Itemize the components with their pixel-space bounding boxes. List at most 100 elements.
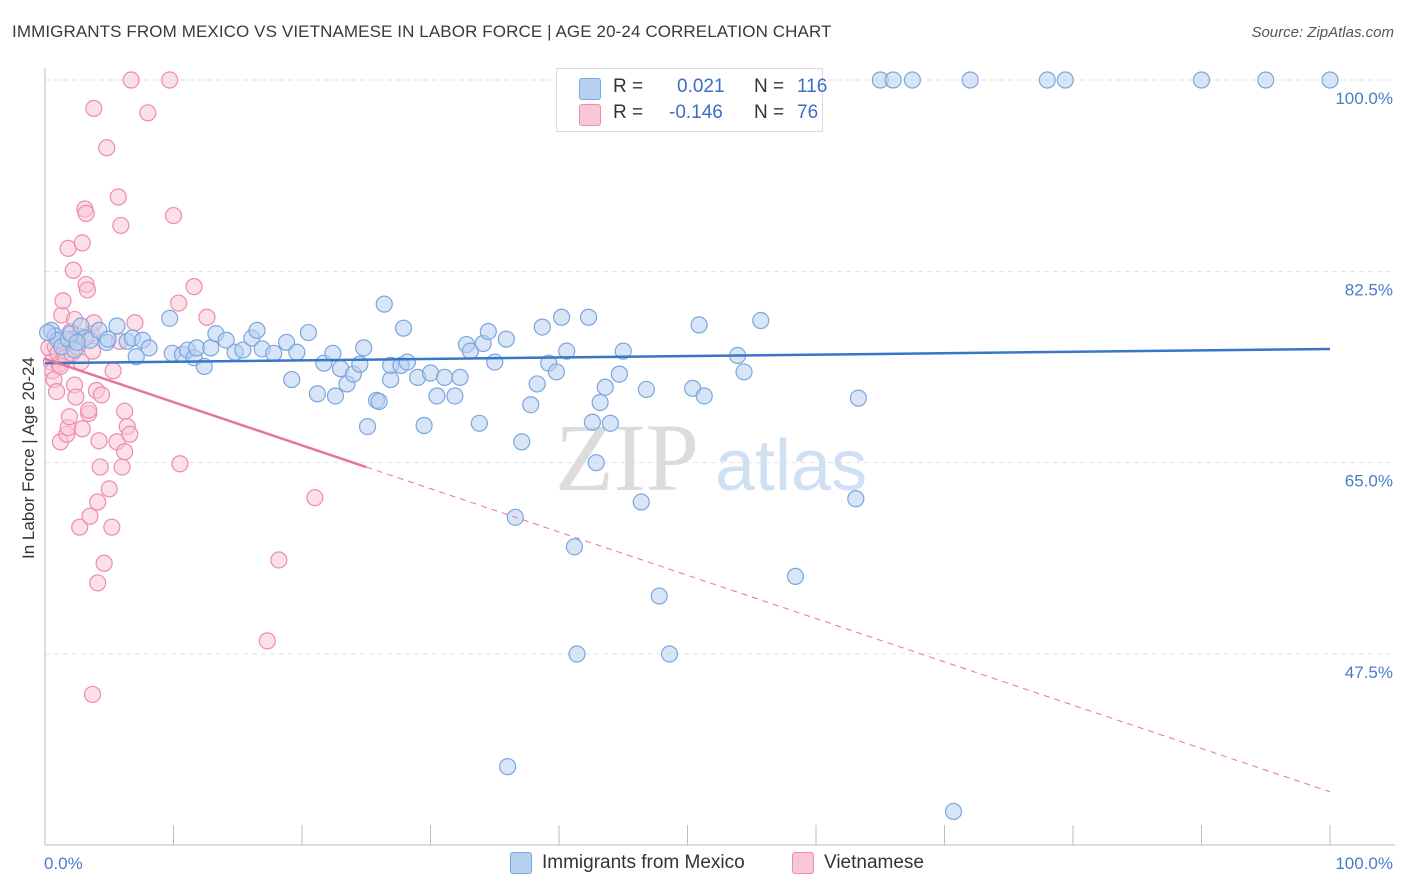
point-mexico — [234, 341, 252, 359]
point-mexico — [68, 333, 86, 351]
point-mexico — [324, 344, 342, 362]
legend-r-label: R = — [613, 102, 644, 123]
legend-r-value: -0.146 — [669, 102, 723, 123]
point-mexico — [528, 375, 546, 393]
point-vietnamese — [164, 206, 183, 225]
point-vietnamese — [54, 292, 72, 310]
point-mexico — [451, 368, 469, 386]
point-mexico — [522, 396, 540, 414]
point-vietnamese — [78, 281, 97, 299]
point-mexico — [849, 389, 868, 407]
point-mexico — [583, 413, 602, 431]
point-mexico — [587, 454, 605, 472]
point-mexico — [637, 380, 655, 399]
point-vietnamese — [270, 551, 288, 569]
y-tick-label: 100.0% — [1335, 89, 1393, 108]
chart-title: IMMIGRANTS FROM MEXICO VS VIETNAMESE IN … — [12, 22, 832, 41]
point-mexico — [202, 339, 220, 357]
point-mexico — [499, 758, 517, 776]
point-mexico — [752, 311, 770, 330]
point-mexico — [1192, 71, 1211, 89]
point-mexico — [610, 365, 628, 383]
point-mexico — [944, 802, 963, 821]
point-vietnamese — [47, 383, 66, 401]
point-mexico — [558, 342, 576, 360]
point-mexico — [660, 645, 679, 663]
point-vietnamese — [89, 574, 107, 592]
legend-r-label: R = — [613, 76, 644, 97]
point-vietnamese — [126, 314, 144, 332]
point-mexico — [446, 387, 464, 405]
point-mexico — [127, 348, 145, 366]
legend-n-label: N = — [754, 76, 785, 97]
point-mexico — [421, 364, 440, 382]
point-mexico — [479, 322, 497, 341]
y-tick-label: 82.5% — [1345, 280, 1393, 299]
point-vietnamese — [116, 443, 134, 461]
point-mexico — [847, 490, 865, 508]
point-vietnamese — [73, 234, 91, 252]
bottom-legend-label-vietnamese: Vietnamese — [824, 852, 924, 873]
trend-line-vietnamese — [44, 357, 367, 469]
point-vietnamese — [122, 71, 140, 89]
bottom-legend-swatch-vietnamese — [792, 852, 814, 874]
point-vietnamese — [116, 402, 134, 420]
point-mexico — [288, 343, 306, 361]
point-vietnamese — [60, 408, 79, 426]
point-vietnamese — [306, 489, 324, 507]
point-mexico — [690, 316, 708, 334]
point-mexico — [786, 567, 805, 585]
point-mexico — [99, 330, 117, 348]
point-vietnamese — [104, 362, 122, 380]
point-mexico — [108, 317, 126, 335]
point-mexico — [428, 387, 446, 405]
point-mexico — [415, 416, 433, 435]
source-label: Source: ZipAtlas.com — [1251, 24, 1394, 41]
legend-swatch-mexico — [579, 78, 601, 100]
point-mexico — [161, 309, 179, 327]
point-mexico — [735, 363, 753, 381]
point-mexico — [591, 393, 609, 412]
point-vietnamese — [113, 458, 131, 476]
point-mexico — [326, 387, 345, 405]
tick-labels: 47.5% 65.0% 82.5% 100.0% 0.0% 100.0% — [44, 89, 1393, 873]
point-mexico — [596, 378, 614, 396]
point-mexico — [283, 370, 301, 389]
point-mexico — [601, 414, 620, 432]
point-vietnamese — [95, 554, 113, 572]
point-vietnamese — [85, 99, 103, 118]
point-mexico — [370, 392, 388, 411]
point-vietnamese — [98, 139, 116, 157]
point-mexico — [533, 318, 551, 336]
point-mexico — [1321, 71, 1339, 89]
point-mexico — [1038, 71, 1056, 89]
trend-line-vietnamese-extension — [366, 466, 1331, 793]
point-mexico — [394, 319, 413, 337]
point-mexico — [38, 323, 57, 342]
point-mexico — [1257, 71, 1275, 89]
point-mexico — [470, 414, 488, 432]
point-vietnamese — [198, 308, 216, 326]
point-mexico — [903, 71, 921, 89]
point-vietnamese — [121, 425, 139, 443]
bottom-legend-label-mexico: Immigrants from Mexico — [542, 852, 745, 873]
bottom-legend-swatch-mexico — [510, 852, 532, 874]
y-axis-label: In Labor Force | Age 20-24 — [19, 357, 38, 559]
point-mexico — [695, 387, 713, 405]
x-tick-label: 100.0% — [1335, 854, 1393, 873]
point-mexico — [375, 295, 393, 313]
point-vietnamese — [73, 420, 91, 438]
point-mexico — [248, 321, 266, 339]
point-mexico — [513, 433, 531, 451]
point-vietnamese — [64, 261, 82, 279]
point-mexico — [568, 645, 586, 663]
series-vietnamese — [40, 71, 324, 704]
point-vietnamese — [89, 493, 107, 511]
point-mexico — [961, 71, 979, 89]
point-mexico — [547, 363, 566, 381]
trend-line-mexico — [44, 347, 1331, 365]
legend-swatch-vietnamese — [579, 104, 601, 126]
watermark: ZIP atlas — [555, 404, 867, 511]
y-tick-label: 47.5% — [1345, 663, 1393, 682]
